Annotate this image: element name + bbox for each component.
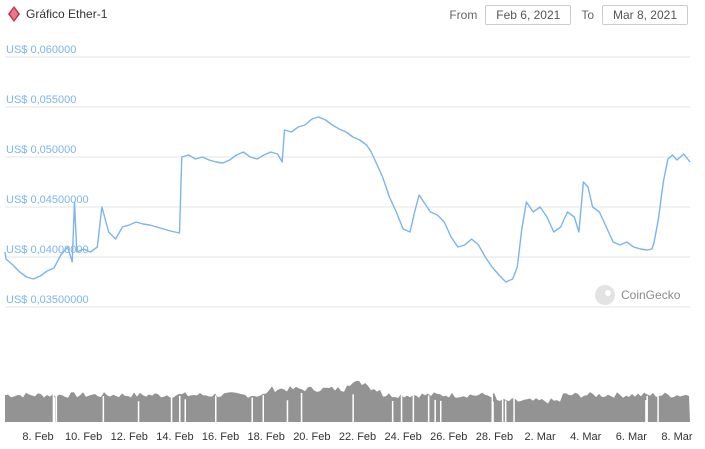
x-tick-label: 2. Mar bbox=[524, 431, 556, 443]
volume-gap bbox=[513, 396, 515, 442]
y-axis-labels: US$ 0,060000 US$ 0,055000 US$ 0,050000 US$ … bbox=[6, 44, 89, 306]
volume-gap bbox=[646, 395, 648, 441]
y-tick-label: US$ 0,050000 bbox=[6, 144, 76, 156]
title-group: Gráfico Ether-1 bbox=[8, 6, 107, 22]
volume-gap bbox=[179, 395, 181, 441]
volume-gap bbox=[184, 399, 186, 445]
volume-gap bbox=[352, 394, 354, 440]
y-tick-label: US$ 0,055000 bbox=[6, 94, 76, 106]
volume-gap bbox=[434, 399, 436, 445]
x-tick-label: 22. Feb bbox=[339, 431, 376, 443]
y-tick-label: US$ 0,060000 bbox=[6, 44, 76, 56]
volume-gap bbox=[504, 400, 507, 446]
volume-gap bbox=[52, 392, 55, 438]
volume-gap bbox=[657, 394, 659, 440]
watermark-text: CoinGecko bbox=[621, 288, 681, 302]
x-tick-label: 18. Feb bbox=[248, 431, 285, 443]
volume-gap bbox=[400, 393, 403, 439]
from-date-input[interactable]: Feb 6, 2021 bbox=[485, 5, 572, 25]
volume-gap bbox=[55, 393, 58, 439]
ether-1-logo-icon bbox=[8, 6, 20, 22]
volume-gap bbox=[492, 401, 494, 447]
x-tick-label: 12. Feb bbox=[111, 431, 148, 443]
gecko-eye bbox=[605, 290, 611, 296]
y-tick-label: US$ 0,03500000 bbox=[6, 294, 89, 306]
volume-gap bbox=[102, 396, 105, 442]
x-tick-label: 24. Feb bbox=[384, 431, 421, 443]
x-tick-label: 8. Mar bbox=[661, 431, 693, 443]
coingecko-watermark: CoinGecko bbox=[595, 285, 681, 305]
volume-gap bbox=[251, 397, 253, 443]
volume-gap bbox=[491, 394, 493, 440]
x-tick-label: 8. Feb bbox=[22, 431, 53, 443]
volume-area bbox=[5, 380, 690, 447]
to-date-input[interactable]: Mar 8, 2021 bbox=[602, 5, 688, 25]
x-tick-label: 28. Feb bbox=[476, 431, 513, 443]
volume-gaps bbox=[52, 392, 659, 447]
x-tick-label: 14. Feb bbox=[156, 431, 193, 443]
x-axis-labels: 8. Feb 10. Feb 12. Feb 14. Feb 16. Feb 18. Fe… bbox=[22, 431, 693, 443]
price-series-line[interactable] bbox=[4, 116, 691, 283]
x-tick-label: 26. Feb bbox=[430, 431, 467, 443]
volume-gap bbox=[215, 395, 217, 441]
x-tick-label: 16. Feb bbox=[202, 431, 239, 443]
volume-gap bbox=[440, 400, 442, 446]
volume-gap bbox=[391, 401, 394, 447]
volume-gap bbox=[412, 393, 415, 439]
volume-gap bbox=[286, 400, 289, 446]
volume-area-shape bbox=[5, 380, 690, 422]
from-label: From bbox=[449, 8, 478, 22]
to-label: To bbox=[581, 8, 594, 22]
volume-gap bbox=[427, 395, 430, 441]
grid-lines bbox=[5, 56, 690, 308]
date-range-selector: From Feb 6, 2021 To Mar 8, 2021 bbox=[449, 5, 688, 25]
volume-gap bbox=[501, 397, 504, 443]
y-tick-label: US$ 0,04000000 bbox=[6, 244, 89, 256]
x-tick-label: 10. Feb bbox=[65, 431, 102, 443]
volume-gap bbox=[53, 397, 56, 443]
volume-gap bbox=[137, 401, 140, 447]
x-tick-label: 6. Mar bbox=[616, 431, 648, 443]
volume-gap bbox=[300, 392, 303, 438]
y-tick-label: US$ 0,04500000 bbox=[6, 194, 89, 206]
x-tick-label: 20. Feb bbox=[293, 431, 330, 443]
volume-gap bbox=[262, 395, 264, 441]
gecko-icon bbox=[595, 285, 615, 305]
chart-header: Gráfico Ether-1 From Feb 6, 2021 To Mar … bbox=[0, 0, 705, 32]
x-tick-label: 4. Mar bbox=[570, 431, 602, 443]
volume-gap bbox=[645, 400, 647, 446]
chart-title: Gráfico Ether-1 bbox=[26, 7, 108, 21]
volume-gap bbox=[170, 393, 173, 439]
